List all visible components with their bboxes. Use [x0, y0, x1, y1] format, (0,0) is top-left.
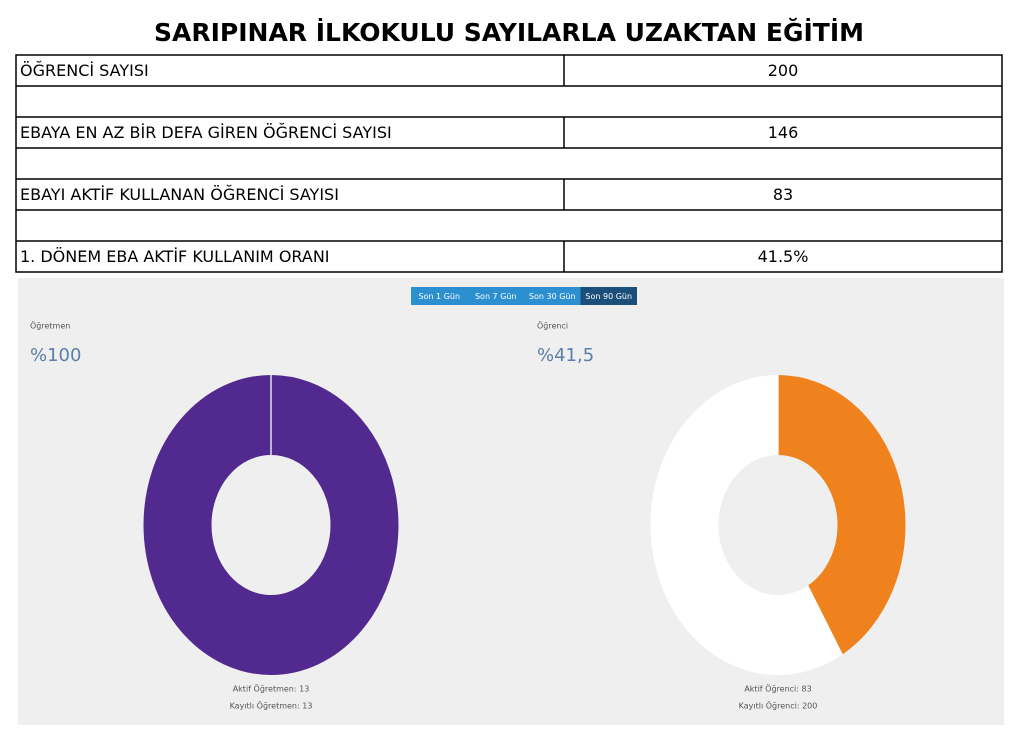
tab-label[interactable]: Son 7 Gün — [475, 292, 517, 301]
chart-title: Öğretmen — [30, 321, 70, 331]
tab-button[interactable] — [411, 287, 468, 305]
tab-button[interactable] — [580, 287, 638, 305]
donut — [143, 375, 399, 675]
title: SARIPINAR İLKOKULU SAYILARLA UZAKTAN EĞİ… — [154, 17, 864, 47]
chart-caption: Kayıtlı Öğretmen: 13 — [230, 701, 313, 711]
chart-caption: Aktif Öğrenci: 83 — [744, 684, 811, 694]
chart-headline: %100 — [30, 345, 81, 366]
tab-label[interactable]: Son 30 Gün — [529, 292, 576, 301]
row-value: 146 — [768, 123, 799, 142]
chart-title: Öğrenci — [537, 321, 568, 331]
row-value: 200 — [768, 61, 799, 80]
row-label: EBAYA EN AZ BİR DEFA GİREN ÖĞRENCİ SAYIS… — [20, 123, 392, 142]
tab-button[interactable] — [467, 287, 525, 305]
row-label: 1. DÖNEM EBA AKTİF KULLANIM ORANI — [20, 247, 330, 266]
tab-button[interactable] — [524, 287, 581, 305]
row-value: 41.5% — [758, 247, 809, 266]
row-label: EBAYI AKTİF KULLANAN ÖĞRENCİ SAYISI — [20, 185, 339, 204]
chart-headline: %41,5 — [537, 345, 594, 366]
donut — [650, 375, 906, 675]
chart-caption: Kayıtlı Öğrenci: 200 — [739, 701, 818, 711]
tab-label[interactable]: Son 1 Gün — [418, 292, 460, 301]
row-value: 83 — [773, 185, 793, 204]
row-label: ÖĞRENCİ SAYISI — [20, 61, 149, 80]
tab-label[interactable]: Son 90 Gün — [585, 292, 632, 301]
chart-caption: Aktif Öğretmen: 13 — [233, 684, 310, 694]
table-border — [15, 54, 1003, 273]
